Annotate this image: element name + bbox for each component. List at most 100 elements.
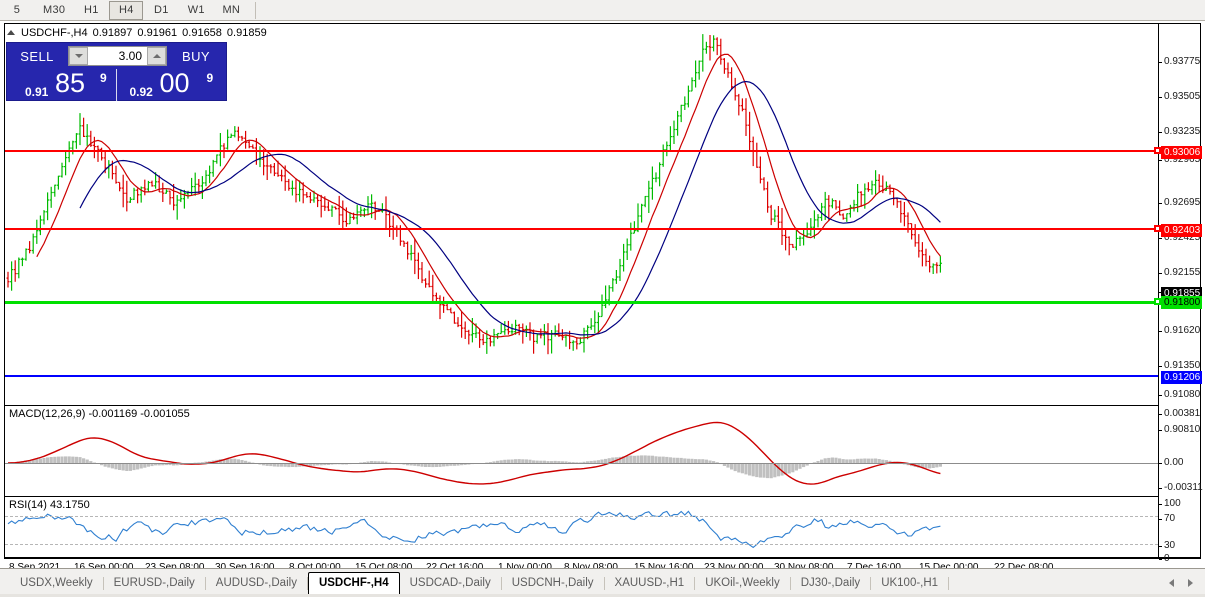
timeframe-button-h1[interactable]: H1	[83, 4, 99, 16]
buy-price-big: 00	[159, 68, 190, 98]
timeframe-button-m5[interactable]: 5	[13, 4, 21, 16]
time-label-1: 16 Sep 00:00	[74, 562, 134, 573]
scale-tick-3: 0.92965	[1159, 154, 1200, 165]
tab-divider	[102, 576, 104, 590]
support-marker-91800[interactable]	[1154, 298, 1161, 305]
tab-scroll-controls	[1169, 579, 1205, 587]
time-label-13: 15 Dec 00:00	[919, 562, 979, 573]
chevron-up-icon	[152, 54, 161, 58]
volume-increase-button[interactable]	[147, 47, 166, 65]
time-label-7: 1 Nov 00:00	[498, 562, 552, 573]
tab-divider	[870, 576, 872, 590]
scale-tick-6: 0.92155	[1159, 267, 1200, 278]
collapse-triangle-icon[interactable]	[7, 30, 15, 35]
pivot-line-91206[interactable]	[5, 375, 1158, 377]
price-badge-resistance-92403[interactable]: 0.92403	[1161, 224, 1203, 237]
one-click-trading-prices: 0.91 85 9 0.92 00 9	[7, 69, 226, 101]
ohlc-close: 0.91859	[226, 26, 267, 39]
sell-price-big: 85	[55, 68, 86, 98]
time-label-14: 22 Dec 08:00	[994, 562, 1054, 573]
resistance-marker-93006[interactable]	[1154, 147, 1161, 154]
window-bottom-edge	[0, 594, 1205, 597]
sell-price[interactable]: 0.91 85 9	[7, 69, 116, 101]
macd-series	[6, 421, 942, 485]
time-label-3: 30 Sep 16:00	[215, 562, 275, 573]
price-divider	[115, 69, 118, 101]
time-label-0: 8 Sep 2021	[9, 562, 60, 573]
sell-price-prefix: 0.91	[25, 85, 49, 99]
chart-tab-usdchf-h4[interactable]: USDCHF-,H4	[307, 571, 400, 595]
resistance-line-93006[interactable]	[5, 150, 1158, 152]
tab-divider	[204, 576, 206, 590]
macd-label: MACD(12,26,9) -0.001169 -0.001055	[9, 408, 190, 420]
chart-tab-usdcnh-daily[interactable]: USDCNH-,Daily	[511, 577, 594, 589]
timeframe-button-m30[interactable]: M30	[43, 4, 66, 16]
macd-zero-line	[5, 463, 1158, 464]
volume-decrease-button[interactable]	[69, 47, 88, 65]
scale-tick-9: 0.91350	[1159, 360, 1200, 371]
rsi-guide-70	[5, 516, 1158, 517]
rsi-series	[7, 510, 941, 549]
chart-window[interactable]: USDCHF-,H4 0.91897 0.91961 0.91658 0.918…	[4, 23, 1203, 573]
timeframe-button-mn[interactable]: MN	[222, 4, 241, 16]
support-line-91800[interactable]	[5, 301, 1158, 304]
tab-divider	[948, 576, 950, 590]
tab-divider	[694, 576, 696, 590]
scale-tick-1: 0.93505	[1159, 91, 1200, 102]
resistance-line-92403[interactable]	[5, 228, 1158, 230]
price-badge-pivot-91206[interactable]: 0.91206	[1161, 371, 1203, 384]
toolbar-divider	[255, 1, 257, 19]
resistance-marker-92403[interactable]	[1154, 225, 1161, 232]
price-candlestick-series	[6, 34, 942, 355]
chart-tab-usdcad-daily[interactable]: USDCAD-,Daily	[409, 577, 491, 589]
time-label-11: 30 Nov 08:00	[774, 562, 834, 573]
buy-price-fraction: 9	[206, 71, 214, 85]
chart-tab-xauusd-h1[interactable]: XAUUSD-,H1	[614, 577, 685, 589]
macd-scale-min: -0.00311	[1159, 482, 1203, 493]
ohlc-open: 0.91897	[92, 26, 133, 39]
time-label-9: 15 Nov 16:00	[634, 562, 694, 573]
sell-button[interactable]: SELL	[20, 48, 54, 64]
rsi-guide-30	[5, 544, 1158, 545]
chart-tab-bar: USDX,Weekly EURUSD-,Daily AUDUSD-,Daily …	[0, 568, 1205, 597]
scroll-left-icon[interactable]	[1169, 579, 1174, 587]
rsi-scale-100: 100	[1159, 498, 1181, 509]
chart-tab-usdx-weekly[interactable]: USDX,Weekly	[20, 577, 93, 589]
timeframe-button-w1[interactable]: W1	[187, 4, 205, 16]
chart-tab-uk100-h1[interactable]: UK100-,H1	[881, 577, 939, 589]
time-axis: 8 Sep 2021 16 Sep 00:00 23 Sep 08:00 30 …	[4, 558, 1201, 578]
buy-price-prefix: 0.92	[129, 85, 153, 99]
macd-scale-zero: 0.00	[1159, 457, 1183, 468]
ohlc-high: 0.91961	[137, 26, 178, 39]
time-label-8: 8 Nov 08:00	[564, 562, 618, 573]
scale-tick-10: 0.91080	[1159, 389, 1200, 400]
scroll-right-icon[interactable]	[1188, 579, 1193, 587]
ohlc-low: 0.91658	[182, 26, 222, 39]
chart-tab-ukoil-weekly[interactable]: UKOil-,Weekly	[705, 577, 780, 589]
chart-tab-dj30-daily[interactable]: DJ30-,Daily	[800, 577, 861, 589]
timeframe-button-d1[interactable]: D1	[153, 4, 169, 16]
buy-button[interactable]: BUY	[182, 48, 210, 64]
price-badge-support-91800[interactable]: 0.91800	[1161, 296, 1203, 309]
macd-pane[interactable]: MACD(12,26,9) -0.001169 -0.001055	[5, 405, 1158, 495]
price-scale[interactable]: 0.93775 0.93505 0.93235 0.92965 0.92695 …	[1158, 24, 1203, 564]
scale-tick-11: 0.90810	[1159, 424, 1200, 435]
rsi-pane[interactable]: RSI(14) 43.1750	[5, 496, 1158, 557]
scale-tick-5: 0.92425	[1159, 232, 1200, 243]
time-label-12: 7 Dec 16:00	[847, 562, 901, 573]
timeframe-button-h4[interactable]: H4	[109, 0, 144, 20]
rsi-label: RSI(14) 43.1750	[9, 499, 90, 511]
time-label-2: 23 Sep 08:00	[145, 562, 205, 573]
time-label-4: 8 Oct 00:00	[289, 562, 341, 573]
one-click-trading-panel[interactable]: SELL 3.00 BUY 0.91 85 9 0.92 00 9	[6, 42, 227, 101]
tab-divider	[603, 576, 605, 590]
chart-symbol-label: USDCHF-,H4	[21, 26, 88, 39]
buy-price[interactable]: 0.92 00 9	[118, 69, 227, 101]
chart-tab-audusd-daily[interactable]: AUDUSD-,Daily	[215, 577, 297, 589]
chart-tab-eurusd-daily[interactable]: EURUSD-,Daily	[113, 577, 195, 589]
price-badge-resistance-93006[interactable]: 0.93006	[1161, 146, 1203, 159]
volume-input[interactable]: 3.00	[118, 49, 142, 63]
chevron-down-icon	[74, 54, 83, 58]
one-click-trading-top-row: SELL 3.00 BUY	[7, 43, 226, 69]
volume-stepper[interactable]: 3.00	[68, 46, 167, 66]
